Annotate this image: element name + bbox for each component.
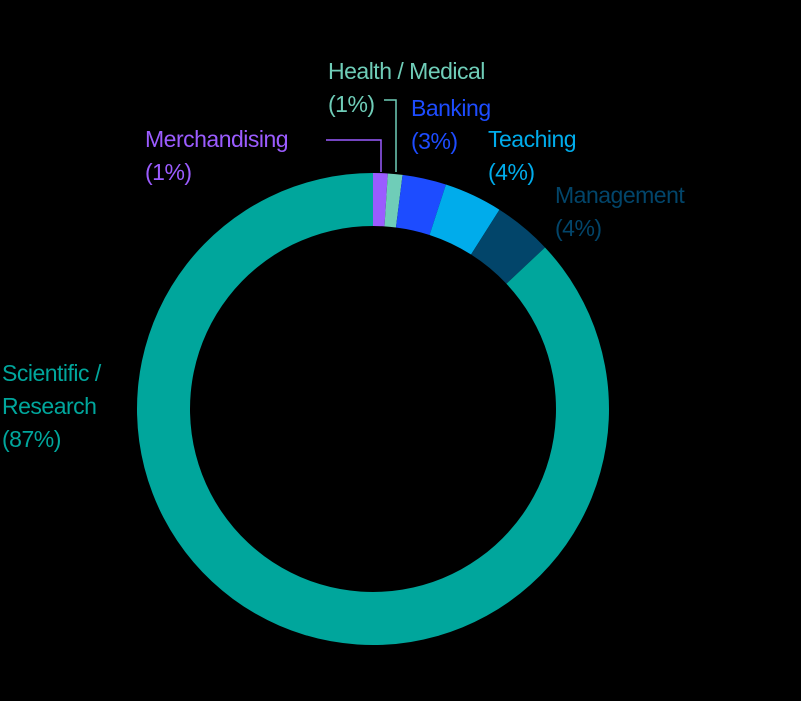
label-management-name: Management: [555, 182, 685, 208]
label-scientific-line2: Research: [2, 393, 97, 419]
label-merchandising: Merchandising (1%): [145, 123, 289, 189]
slice-management: [471, 209, 546, 284]
label-banking-name: Banking: [411, 95, 491, 121]
label-merch-name: Merchandising: [145, 126, 289, 152]
label-management-pct: (4%): [555, 215, 602, 241]
slice-merchandising: [373, 173, 388, 227]
label-health-name: Health / Medical: [328, 58, 485, 84]
label-teaching-pct: (4%): [488, 159, 535, 185]
label-health-pct: (1%): [328, 91, 375, 117]
label-scientific-pct: (87%): [2, 426, 61, 452]
label-teaching: Teaching (4%): [488, 123, 577, 189]
slice-health-medical: [384, 173, 403, 228]
label-management: Management (4%): [555, 179, 685, 245]
label-scientific-line1: Scientific /: [2, 360, 101, 386]
donut-slices: [137, 173, 610, 645]
label-banking: Banking (3%): [411, 92, 491, 158]
slice-banking: [395, 174, 446, 235]
label-merch-pct: (1%): [145, 159, 192, 185]
label-health-medical: Health / Medical (1%): [328, 55, 485, 121]
health-leader-line: [384, 99, 397, 172]
label-scientific-research: Scientific / Research (87%): [2, 357, 101, 456]
label-teaching-name: Teaching: [488, 126, 577, 152]
slice-teaching: [429, 184, 500, 255]
label-banking-pct: (3%): [411, 128, 458, 154]
merchandising-leader-line: [326, 139, 382, 172]
